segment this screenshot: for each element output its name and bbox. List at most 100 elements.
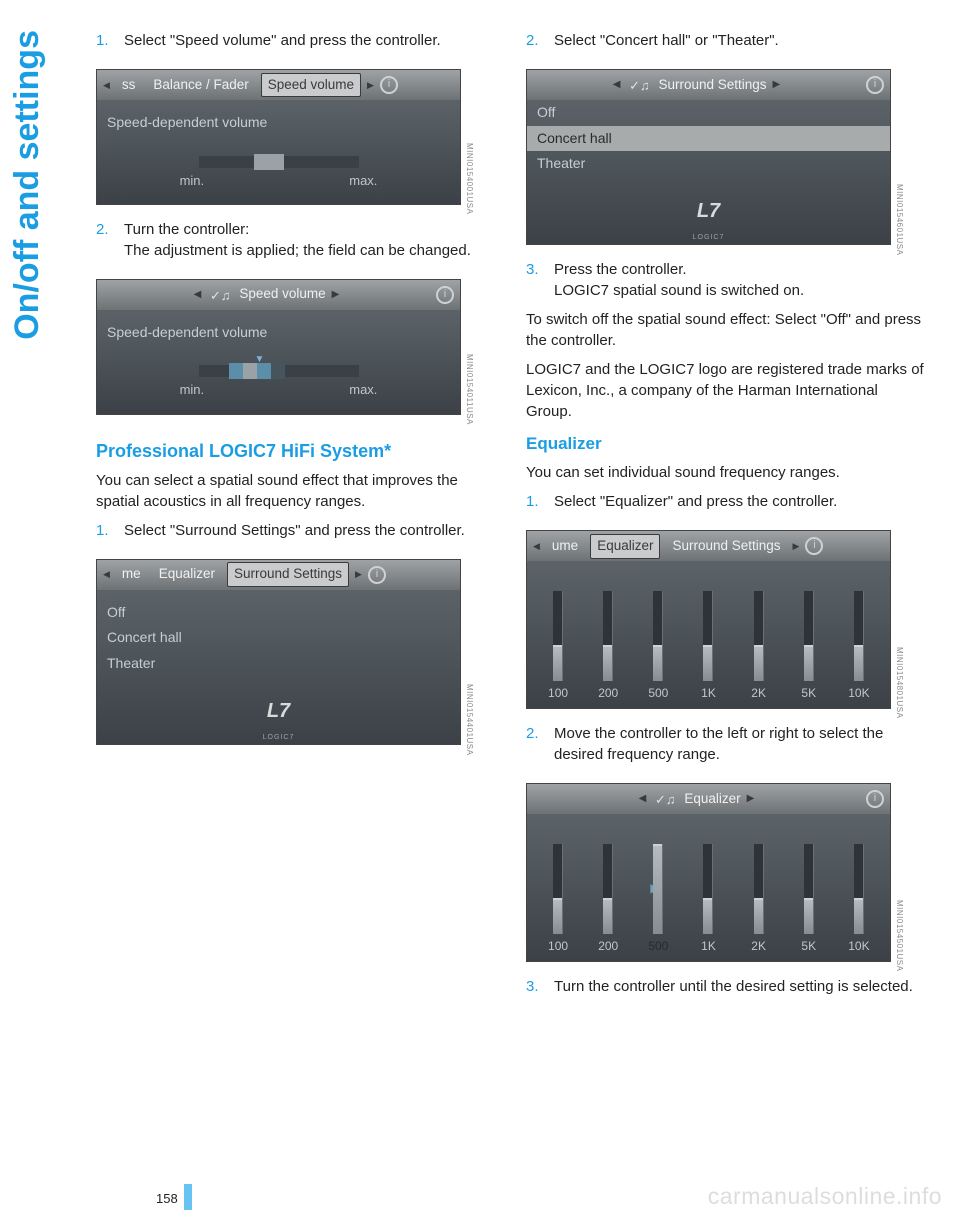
eq-band: ▶ — [636, 844, 680, 934]
slider: ▼ min. max. — [107, 365, 450, 405]
eq-freq-label: 100 — [536, 938, 580, 955]
info-icon: i — [368, 566, 386, 584]
step-number: 2. — [526, 30, 554, 51]
step-text: Move the controller to the left or right… — [554, 723, 924, 765]
logic7-logo: L7 LOGIC7 — [527, 177, 890, 245]
tab-fragment: ss — [116, 74, 142, 97]
eq-freq-label: 100 — [536, 685, 580, 702]
page-number: 158 — [156, 1191, 184, 1210]
image-ref: MINI0154501USA — [894, 900, 905, 971]
right-column: 2. Select "Concert hall" or "Theater". ◀… — [526, 30, 924, 1005]
paragraph: You can set individual sound frequency r… — [526, 462, 924, 483]
tab-surround-settings: Surround Settings — [227, 562, 349, 587]
left-arrow-icon: ◀ — [639, 792, 647, 806]
screenshot-speed-volume-adjust: ◀ ✓♫ Speed volume ▶ i Speed-dependent vo… — [96, 269, 461, 429]
slider-max: max. — [349, 172, 377, 190]
page-bar-icon — [184, 1184, 192, 1210]
step-item: 3. Turn the controller until the desired… — [526, 976, 924, 997]
screenshot-surround-settings-tabs: ◀ me Equalizer Surround Settings ▶ i Off… — [96, 549, 461, 759]
eq-band — [586, 591, 630, 681]
eq-freq-label: 2K — [737, 938, 781, 955]
screenshot-equalizer-tabs: ◀ ume Equalizer Surround Settings ▶ i 10… — [526, 520, 891, 723]
tab-balance-fader: Balance / Fader — [147, 74, 254, 97]
equalizer-bars: ▶ — [533, 824, 884, 934]
header-title: Surround Settings — [658, 76, 766, 95]
sound-icon: ✓♫ — [207, 287, 233, 303]
step-number: 3. — [526, 976, 554, 997]
eq-freq-label: 2K — [737, 685, 781, 702]
image-ref: MINI0154001USA — [464, 143, 475, 214]
tab-fragment: me — [116, 563, 147, 586]
step-text: Select "Surround Settings" and press the… — [124, 520, 494, 541]
eq-freq-label: 1K — [686, 685, 730, 702]
eq-band — [536, 591, 580, 681]
eq-freq-label: 5K — [787, 938, 831, 955]
screenshot-speed-volume-tabs: ◀ ss Balance / Fader Speed volume ▶ i Sp… — [96, 59, 461, 219]
eq-freq-label: 1K — [686, 938, 730, 955]
left-arrow-icon: ◀ — [194, 288, 202, 302]
equalizer-labels: 100 200 500 1K 2K 5K 10K — [533, 938, 884, 955]
step-item: 1. Select "Surround Settings" and press … — [96, 520, 494, 541]
paragraph: You can select a spatial sound effect th… — [96, 470, 494, 512]
info-icon: i — [866, 790, 884, 808]
option-off: Off — [527, 100, 890, 126]
right-arrow-icon: ▶ — [747, 792, 755, 806]
eq-freq-label: 500 — [636, 938, 680, 955]
slider: min. max. — [107, 156, 450, 196]
eq-band — [536, 844, 580, 934]
tab-speed-volume: Speed volume — [261, 73, 361, 98]
equalizer-bars — [533, 571, 884, 681]
step-text: Turn the controller: The adjustment is a… — [124, 219, 494, 261]
image-ref: MINI0154401USA — [464, 684, 475, 755]
step-item: 2. Select "Concert hall" or "Theater". — [526, 30, 924, 51]
eq-band — [837, 591, 881, 681]
right-arrow-icon: ▶ — [332, 288, 340, 302]
step-text: Select "Equalizer" and press the control… — [554, 491, 924, 512]
eq-band — [787, 591, 831, 681]
eq-freq-label: 10K — [837, 938, 881, 955]
header-title: Equalizer — [684, 790, 740, 809]
paragraph: To switch off the spatial sound effect: … — [526, 309, 924, 351]
slider-min: min. — [180, 381, 205, 399]
right-arrow-icon: ▶ — [367, 79, 374, 92]
image-ref: MINI0154801USA — [894, 647, 905, 718]
section-heading: Professional LOGIC7 HiFi System* — [96, 439, 494, 464]
slider-min: min. — [180, 172, 205, 190]
left-arrow-icon: ◀ — [533, 540, 540, 553]
step-number: 2. — [96, 219, 124, 261]
step-item: 1. Select "Speed volume" and press the c… — [96, 30, 494, 51]
eq-band — [636, 591, 680, 681]
page-footer: 158 carmanualsonline.info — [0, 1183, 960, 1210]
watermark: carmanualsonline.info — [708, 1183, 942, 1210]
left-arrow-icon: ◀ — [103, 79, 110, 92]
slider-max: max. — [349, 381, 377, 399]
equalizer-labels: 1002005001K2K5K10K — [533, 685, 884, 702]
step-item: 1. Select "Equalizer" and press the cont… — [526, 491, 924, 512]
screenshot-equalizer-adjust: ◀ ✓♫ Equalizer ▶ i ▶ 1002005001K2K5K10K … — [526, 773, 891, 976]
sound-icon: ✓♫ — [626, 77, 652, 93]
info-icon: i — [805, 537, 823, 555]
step-number: 1. — [526, 491, 554, 512]
eq-band — [787, 844, 831, 934]
step-number: 1. — [96, 520, 124, 541]
right-arrow-icon: ▶ — [773, 78, 781, 92]
screenshot-surround-settings-select: ◀ ✓♫ Surround Settings ▶ i Off Concert h… — [526, 59, 891, 259]
step-text: Select "Concert hall" or "Theater". — [554, 30, 924, 51]
eq-band — [586, 844, 630, 934]
eq-freq-label: 200 — [586, 938, 630, 955]
step-item: 2. Turn the controller: The adjustment i… — [96, 219, 494, 261]
paragraph: LOGIC7 and the LOGIC7 logo are registere… — [526, 359, 924, 422]
header-title: Speed volume — [239, 285, 325, 304]
step-text: Press the controller. LOGIC7 spatial sou… — [554, 259, 924, 301]
content-area: 1. Select "Speed volume" and press the c… — [0, 0, 960, 1005]
eq-freq-label: 10K — [837, 685, 881, 702]
step-number: 2. — [526, 723, 554, 765]
step-item: 3. Press the controller. LOGIC7 spatial … — [526, 259, 924, 301]
info-icon: i — [380, 76, 398, 94]
eq-band — [737, 844, 781, 934]
option-concert-hall: Concert hall — [107, 625, 450, 651]
step-text: Turn the controller until the desired se… — [554, 976, 924, 997]
left-column: 1. Select "Speed volume" and press the c… — [96, 30, 494, 1005]
eq-band — [686, 591, 730, 681]
tab-equalizer: Equalizer — [590, 534, 660, 559]
